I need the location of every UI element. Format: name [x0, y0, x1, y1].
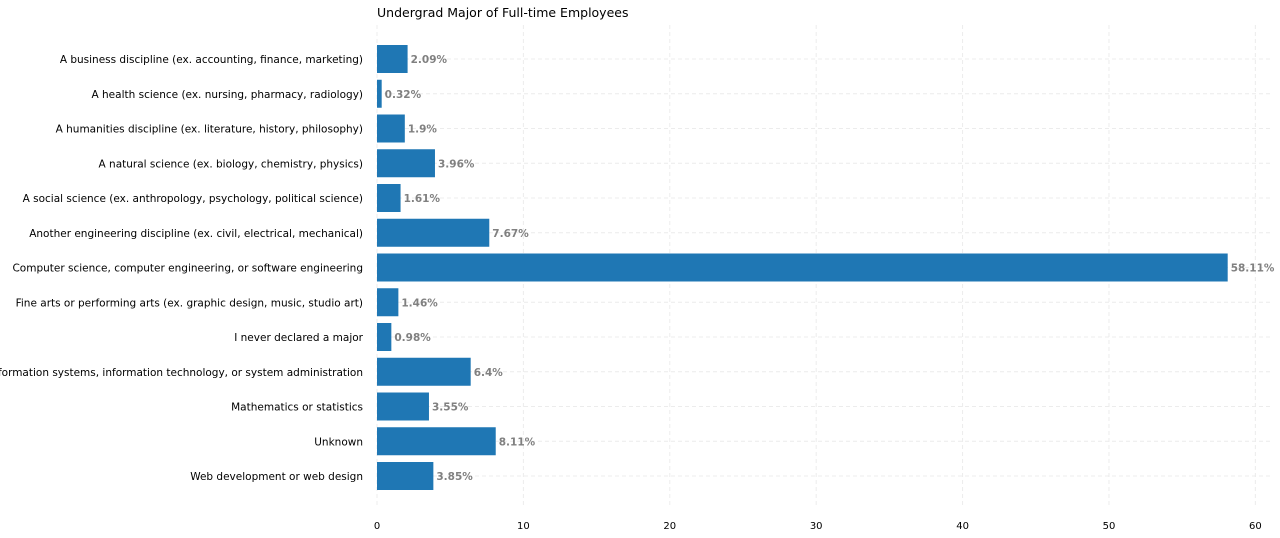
bar [377, 427, 496, 456]
bar [377, 149, 435, 178]
category-label: A natural science (ex. biology, chemistr… [99, 158, 363, 170]
category-label: A business discipline (ex. accounting, f… [60, 54, 363, 66]
value-label: 3.96% [438, 158, 475, 170]
category-label: Unknown [314, 436, 363, 448]
bar [377, 462, 434, 490]
category-labels: A business discipline (ex. accounting, f… [0, 54, 364, 483]
bar [377, 357, 471, 386]
value-label: 58.11% [1231, 263, 1275, 275]
value-label: 3.85% [436, 471, 473, 483]
bar [377, 79, 382, 108]
value-label: 8.11% [499, 436, 536, 448]
value-label: 1.46% [401, 297, 438, 309]
chart-title: Undergrad Major of Full-time Employees [377, 5, 628, 20]
category-label: A humanities discipline (ex. literature,… [56, 124, 363, 136]
value-label: 7.67% [492, 228, 529, 240]
value-labels: 2.09% 0.32% 1.9% 3.96% 1.61% 7.67% 58.11% 1.46%… [385, 54, 1275, 483]
category-label: I never declared a major [234, 332, 363, 344]
bar [377, 218, 490, 247]
x-tick-label: 40 [956, 521, 969, 532]
bar [377, 114, 405, 143]
value-label: 6.4% [474, 367, 504, 379]
x-tick-label: 60 [1249, 521, 1262, 532]
x-tick-label: 30 [810, 521, 823, 532]
x-axis-ticks: 0 10 20 30 40 50 60 [374, 521, 1262, 532]
category-label: Fine arts or performing arts (ex. graphi… [16, 297, 363, 309]
x-tick-label: 0 [374, 521, 380, 532]
bar [377, 184, 401, 212]
bar [377, 323, 392, 351]
value-label: 0.98% [394, 332, 431, 344]
category-label: Mathematics or statistics [231, 402, 363, 414]
category-label: Another engineering discipline (ex. civi… [29, 228, 363, 240]
value-label: 0.32% [385, 89, 422, 101]
value-label: 2.09% [411, 54, 448, 66]
category-label: Information systems, information technol… [0, 367, 363, 379]
category-label: Web development or web design [190, 471, 363, 483]
bar [377, 288, 399, 317]
x-tick-label: 10 [517, 521, 530, 532]
category-label: A social science (ex. anthropology, psyc… [23, 193, 363, 205]
category-label: A health science (ex. nursing, pharmacy,… [92, 89, 364, 101]
category-label: Computer science, computer engineering, … [12, 263, 363, 275]
value-label: 1.61% [404, 193, 441, 205]
value-label: 1.9% [408, 124, 438, 136]
value-label: 3.55% [432, 402, 469, 414]
x-tick-label: 20 [663, 521, 676, 532]
bar [377, 392, 429, 421]
x-tick-label: 50 [1103, 521, 1116, 532]
bar [377, 45, 408, 73]
bars [377, 45, 1228, 490]
bar [377, 253, 1228, 282]
